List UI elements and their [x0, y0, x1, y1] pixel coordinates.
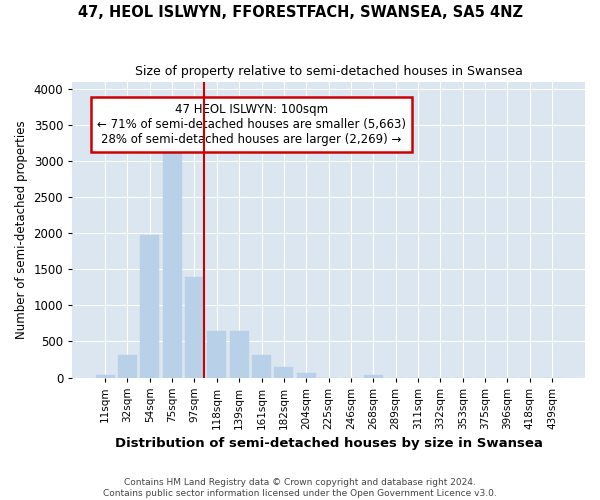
Bar: [95, 374, 115, 378]
Y-axis label: Number of semi-detached properties: Number of semi-detached properties: [15, 120, 28, 339]
Bar: [185, 276, 204, 378]
Bar: [140, 235, 159, 378]
Text: 47 HEOL ISLWYN: 100sqm
← 71% of semi-detached houses are smaller (5,663)
28% of : 47 HEOL ISLWYN: 100sqm ← 71% of semi-det…: [97, 102, 406, 146]
Bar: [208, 330, 226, 378]
Bar: [297, 373, 316, 378]
Bar: [252, 355, 271, 378]
Bar: [118, 355, 137, 378]
Title: Size of property relative to semi-detached houses in Swansea: Size of property relative to semi-detach…: [134, 65, 523, 78]
Bar: [364, 374, 383, 378]
X-axis label: Distribution of semi-detached houses by size in Swansea: Distribution of semi-detached houses by …: [115, 437, 542, 450]
Text: 47, HEOL ISLWYN, FFORESTFACH, SWANSEA, SA5 4NZ: 47, HEOL ISLWYN, FFORESTFACH, SWANSEA, S…: [77, 5, 523, 20]
Text: Contains HM Land Registry data © Crown copyright and database right 2024.
Contai: Contains HM Land Registry data © Crown c…: [103, 478, 497, 498]
Bar: [274, 368, 293, 378]
Bar: [163, 149, 182, 378]
Bar: [230, 332, 248, 378]
